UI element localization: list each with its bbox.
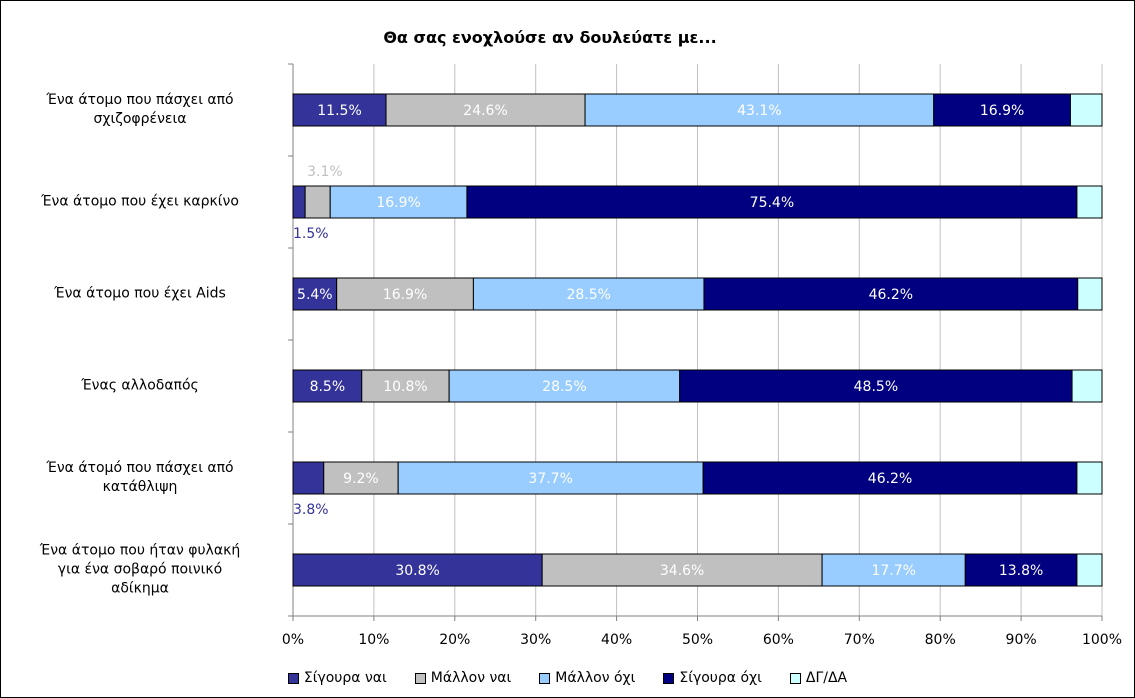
bar-segment <box>1069 93 1103 127</box>
category-label: Ένα άτομο που πάσχει από σχιζοφρένεια <box>0 91 280 129</box>
bar-segment <box>964 553 1078 587</box>
category-label-line: Ένα άτομό που πάσχει από <box>46 460 234 476</box>
category-label-line: Ένα άτομο που έχει καρκίνο <box>41 193 239 210</box>
bar-segment <box>292 461 325 495</box>
chart-title: Θα σας ενοχλούσε αν δουλεύατε με... <box>383 28 717 47</box>
data-label: 1.5% <box>293 226 329 242</box>
x-tick-label: 0% <box>282 632 304 648</box>
data-label: 17.7% <box>871 563 915 579</box>
category-label-line: Ένα άτομο που ήταν φυλακή <box>39 542 241 559</box>
bar-segment <box>292 185 306 219</box>
data-label: 3.8% <box>293 502 329 518</box>
x-tick-label: 10% <box>358 632 389 648</box>
data-label: 46.2% <box>869 287 913 303</box>
data-label: 5.4% <box>297 287 333 303</box>
bar-segment <box>1076 185 1103 219</box>
bar-segment <box>584 93 935 127</box>
data-label: 46.2% <box>868 471 912 487</box>
legend-swatch <box>539 672 551 684</box>
x-tick-label: 80% <box>925 632 956 648</box>
data-label: 16.9% <box>383 287 427 303</box>
legend-item: Μάλλον ναι <box>414 670 512 686</box>
legend-label: Μάλλον ναι <box>430 670 512 686</box>
data-label: 37.7% <box>528 471 572 487</box>
category-label-line: αδίκημα <box>111 580 169 597</box>
category-label: Ένα άτομο που έχει καρκίνο <box>0 193 280 212</box>
legend-swatch <box>287 672 299 684</box>
legend-label: Μάλλον όχι <box>555 670 636 686</box>
x-tick-label: 60% <box>763 632 794 648</box>
legend: Σίγουρα ναι Μάλλον ναι Μάλλον όχι Σίγουρα ό… <box>0 670 1135 686</box>
category-label-line: Ένα άτομο που πάσχει από <box>46 92 234 108</box>
data-label: 9.2% <box>343 471 379 487</box>
bar-segment <box>448 369 681 403</box>
category-label-line: για ένα σοβαρό ποινικό <box>57 561 223 578</box>
data-label: 34.6% <box>660 563 704 579</box>
legend-item: Σίγουρα ναι <box>287 670 387 686</box>
category-label: Ένα άτομο που έχει Aids <box>0 285 280 304</box>
legend-label: ΔΓ/ΔΑ <box>805 670 848 686</box>
data-label: 11.5% <box>317 103 361 119</box>
category-label-line: σχιζοφρένεια <box>93 111 187 127</box>
bar-segment <box>361 369 450 403</box>
bar-segment <box>292 369 363 403</box>
data-label: 30.8% <box>395 563 439 579</box>
bar-segment <box>1071 369 1103 403</box>
category-label-line: Ένα άτομο που έχει Aids <box>54 285 226 302</box>
data-label: 10.8% <box>383 379 427 395</box>
bar-segment <box>304 185 331 219</box>
bar-segment <box>1076 461 1103 495</box>
legend-label: Σίγουρα ναι <box>303 670 387 686</box>
data-label: 3.1% <box>307 164 343 180</box>
x-tick-label: 40% <box>601 632 632 648</box>
x-tick-label: 30% <box>520 632 551 648</box>
data-label: 24.6% <box>463 103 507 119</box>
data-label: 28.5% <box>542 379 586 395</box>
x-tick-label: 90% <box>1006 632 1037 648</box>
bar-segment <box>1076 553 1103 587</box>
legend-swatch <box>663 672 675 684</box>
category-label: Ένα άτομό που πάσχει από κατάθλιψη <box>0 459 280 497</box>
x-tick-label: 70% <box>844 632 875 648</box>
legend-swatch <box>789 672 801 684</box>
bar-segment <box>541 553 823 587</box>
data-label: 43.1% <box>737 103 781 119</box>
x-tick-label: 20% <box>439 632 470 648</box>
category-label-line: κατάθλιψη <box>102 479 178 495</box>
data-label: 75.4% <box>750 195 794 211</box>
category-label-line: Ένας αλλοδαπός <box>81 377 199 394</box>
data-label: 8.5% <box>310 379 346 395</box>
category-label: Ένα άτομο που ήταν φυλακή για ένα σοβαρό … <box>0 542 280 599</box>
x-tick-label: 100% <box>1082 632 1122 648</box>
legend-label: Σίγουρα όχι <box>679 670 762 686</box>
legend-item: ΔΓ/ΔΑ <box>789 670 848 686</box>
bar-segment <box>466 185 1078 219</box>
bar-segment <box>329 185 468 219</box>
bar-segment <box>933 93 1071 127</box>
bar-segment <box>323 461 399 495</box>
bar-segment <box>292 93 387 127</box>
data-label: 16.9% <box>980 103 1024 119</box>
category-label: Ένας αλλοδαπός <box>0 377 280 396</box>
legend-item: Σίγουρα όχι <box>663 670 762 686</box>
legend-item: Μάλλον όχι <box>539 670 635 686</box>
data-label: 16.9% <box>376 195 420 211</box>
legend-swatch <box>414 672 426 684</box>
bar-segment <box>703 277 1079 311</box>
bar-segment <box>821 553 966 587</box>
x-tick-label: 50% <box>682 632 713 648</box>
bar-segment <box>397 461 704 495</box>
data-label: 28.5% <box>566 287 610 303</box>
data-label: 48.5% <box>854 379 898 395</box>
bar-segment <box>472 277 705 311</box>
data-label: 13.8% <box>999 563 1043 579</box>
bar-segment <box>1077 277 1103 311</box>
